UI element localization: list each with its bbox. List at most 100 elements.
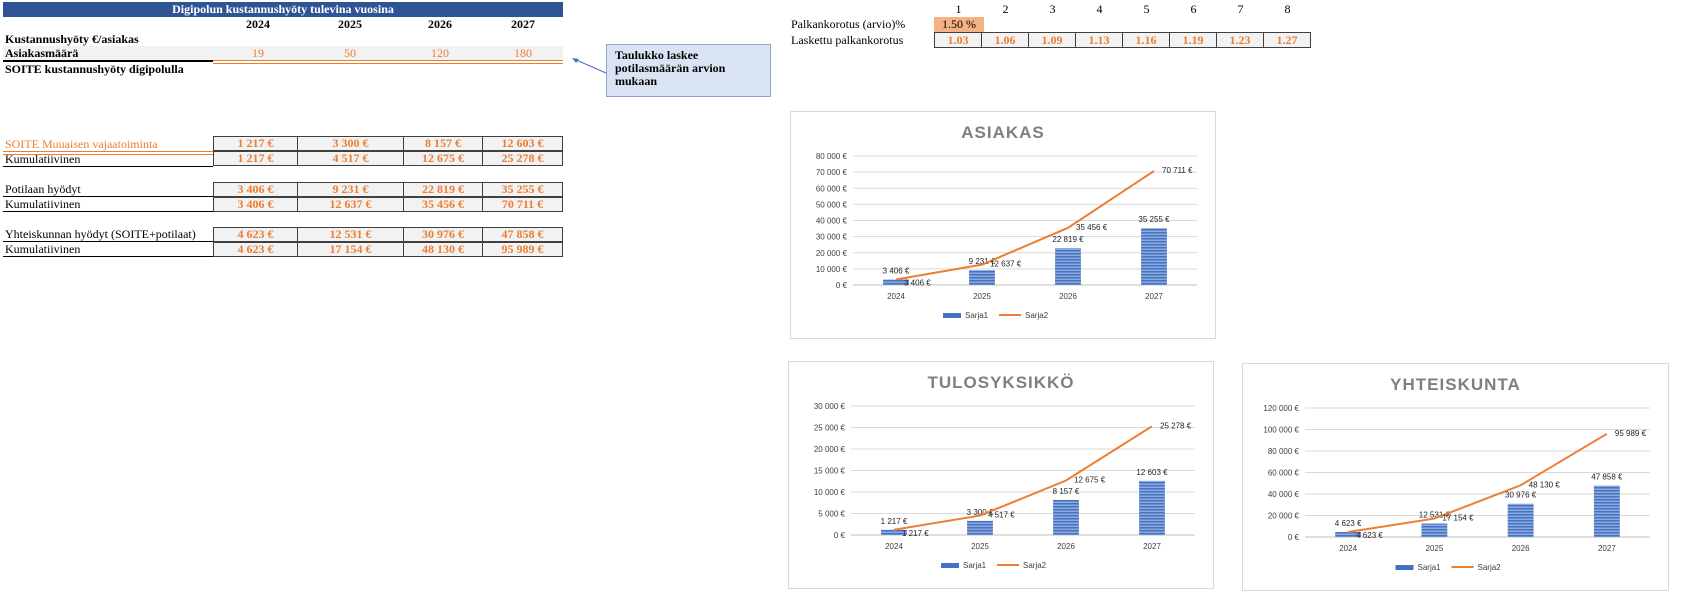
x-tick-label: 2024 xyxy=(885,542,903,551)
client-count-value: 120 xyxy=(431,46,449,60)
bar xyxy=(1335,532,1362,537)
line-data-label: 70 711 € xyxy=(1162,166,1193,175)
line-data-label: 3 406 € xyxy=(904,279,931,288)
y-tick-label: 50 000 € xyxy=(816,200,848,209)
legend-label: Sarja1 xyxy=(963,561,987,570)
salary-index: 6 xyxy=(1190,2,1197,16)
bar-data-label: 12 603 € xyxy=(1136,468,1168,477)
value-cell: 35 456 € xyxy=(403,197,483,212)
x-tick-label: 2026 xyxy=(1512,544,1530,553)
x-tick-label: 2024 xyxy=(887,292,905,301)
cumulative-label: Kumulatiivinen xyxy=(5,152,81,166)
value-cell: 3 300 € xyxy=(297,136,404,151)
divider xyxy=(3,151,213,152)
salary-index: 5 xyxy=(1143,2,1150,16)
salary-raise-value: 1.50 % xyxy=(934,17,984,32)
bar xyxy=(1593,485,1620,537)
y-tick-label: 60 000 € xyxy=(1268,469,1300,478)
year-header: 2024 xyxy=(246,17,270,31)
client-count-label: Asiakasmäärä xyxy=(5,46,79,60)
bar-data-label: 4 623 € xyxy=(1335,519,1362,528)
bar-data-label: 3 300 € xyxy=(967,508,994,517)
line-data-label: 95 989 € xyxy=(1615,429,1647,438)
y-tick-label: 120 000 € xyxy=(1263,404,1299,413)
value-cell: 35 255 € xyxy=(482,182,563,197)
divider xyxy=(3,166,213,167)
line-data-label: 4 517 € xyxy=(988,511,1015,520)
salary-index: 1 xyxy=(955,2,962,16)
bar-data-label: 12 531 € xyxy=(1419,511,1451,520)
x-tick-label: 2025 xyxy=(973,292,991,301)
chart-svg: ASIAKAS 0 € 10 000 € 20 000 € 30 000 € 40 000… xyxy=(816,123,1197,320)
x-tick-label: 2027 xyxy=(1145,292,1163,301)
value-cell: 12 531 € xyxy=(297,227,404,242)
y-tick-label: 15 000 € xyxy=(814,467,846,476)
salary-index: 2 xyxy=(1002,2,1009,16)
bar xyxy=(1507,503,1534,537)
salary-calc-value: 1.16 xyxy=(1122,32,1170,48)
chart-title: YHTEISKUNTA xyxy=(1390,375,1521,394)
x-tick-label: 2025 xyxy=(971,542,989,551)
value-cell: 12 637 € xyxy=(297,197,404,212)
value-cell: 17 154 € xyxy=(297,242,404,257)
divider xyxy=(3,196,213,197)
bar-data-label: 3 406 € xyxy=(883,267,910,276)
divider xyxy=(3,60,213,62)
divider xyxy=(3,211,213,212)
y-tick-label: 0 € xyxy=(1288,533,1300,542)
value-cell: 12 675 € xyxy=(403,151,483,166)
value-cell: 30 976 € xyxy=(403,227,483,242)
legend-bar-swatch xyxy=(941,563,959,568)
salary-calc-value: 1.19 xyxy=(1169,32,1217,48)
value-cell: 95 989 € xyxy=(482,242,563,257)
y-tick-label: 20 000 € xyxy=(814,445,846,454)
bar xyxy=(883,279,909,285)
x-tick-label: 2026 xyxy=(1059,292,1077,301)
value-cell: 1 217 € xyxy=(213,151,298,166)
bar-data-label: 8 157 € xyxy=(1053,487,1080,496)
salary-calc-label: Laskettu palkankorotus xyxy=(791,33,904,47)
salary-calc-value: 1.23 xyxy=(1216,32,1264,48)
salary-calc-value: 1.13 xyxy=(1075,32,1123,48)
chart-asiakas: ASIAKAS 0 € 10 000 € 20 000 € 30 000 € 40 000… xyxy=(790,111,1216,339)
salary-raise-label: Palkankorotus (arvio)% xyxy=(791,17,906,31)
table-title: Digipolun kustannushyöty tulevina vuosin… xyxy=(3,2,563,17)
line-series xyxy=(895,170,1155,281)
line-series xyxy=(893,425,1153,531)
client-count-row xyxy=(3,46,563,61)
value-cell: 47 858 € xyxy=(482,227,563,242)
salary-index: 3 xyxy=(1049,2,1056,16)
salary-index: 4 xyxy=(1096,2,1103,16)
callout-box: Taulukko laskee potilasmäärän arvion muk… xyxy=(606,44,771,97)
salary-calc-value: 1.03 xyxy=(934,32,982,48)
divider xyxy=(3,154,213,155)
legend-label: Sarja1 xyxy=(1418,563,1442,572)
bar-data-label: 9 231 € xyxy=(969,257,996,266)
legend-label: Sarja2 xyxy=(1023,561,1047,570)
chart-title: ASIAKAS xyxy=(961,123,1045,142)
line-data-label: 1 217 € xyxy=(902,529,929,538)
chart-svg: YHTEISKUNTA 0 € 20 000 € 40 000 € 60 000 € 80… xyxy=(1263,375,1650,572)
line-series xyxy=(1347,432,1608,534)
y-tick-label: 20 000 € xyxy=(1268,512,1300,521)
chart-svg: TULOSYKSIKKÖ 0 € 5 000 € 10 000 € 15 000 € 20… xyxy=(814,373,1195,570)
y-tick-label: 30 000 € xyxy=(816,233,848,242)
value-cell: 4 623 € xyxy=(213,242,298,257)
bar xyxy=(1139,480,1165,535)
value-cell: 48 130 € xyxy=(403,242,483,257)
year-header: 2027 xyxy=(511,17,535,31)
bar xyxy=(1421,523,1448,537)
client-count-value: 180 xyxy=(514,46,532,60)
y-tick-label: 20 000 € xyxy=(816,249,848,258)
x-tick-label: 2025 xyxy=(1425,544,1443,553)
value-cell: 4 623 € xyxy=(213,227,298,242)
line-data-label: 25 278 € xyxy=(1160,421,1192,430)
value-cell: 3 406 € xyxy=(213,197,298,212)
client-count-value: 19 xyxy=(252,46,264,60)
bar-data-label: 35 255 € xyxy=(1138,215,1170,224)
bar xyxy=(969,270,995,285)
y-tick-label: 60 000 € xyxy=(816,184,848,193)
y-tick-label: 80 000 € xyxy=(1268,447,1300,456)
divider xyxy=(3,241,213,242)
y-tick-label: 40 000 € xyxy=(816,217,848,226)
